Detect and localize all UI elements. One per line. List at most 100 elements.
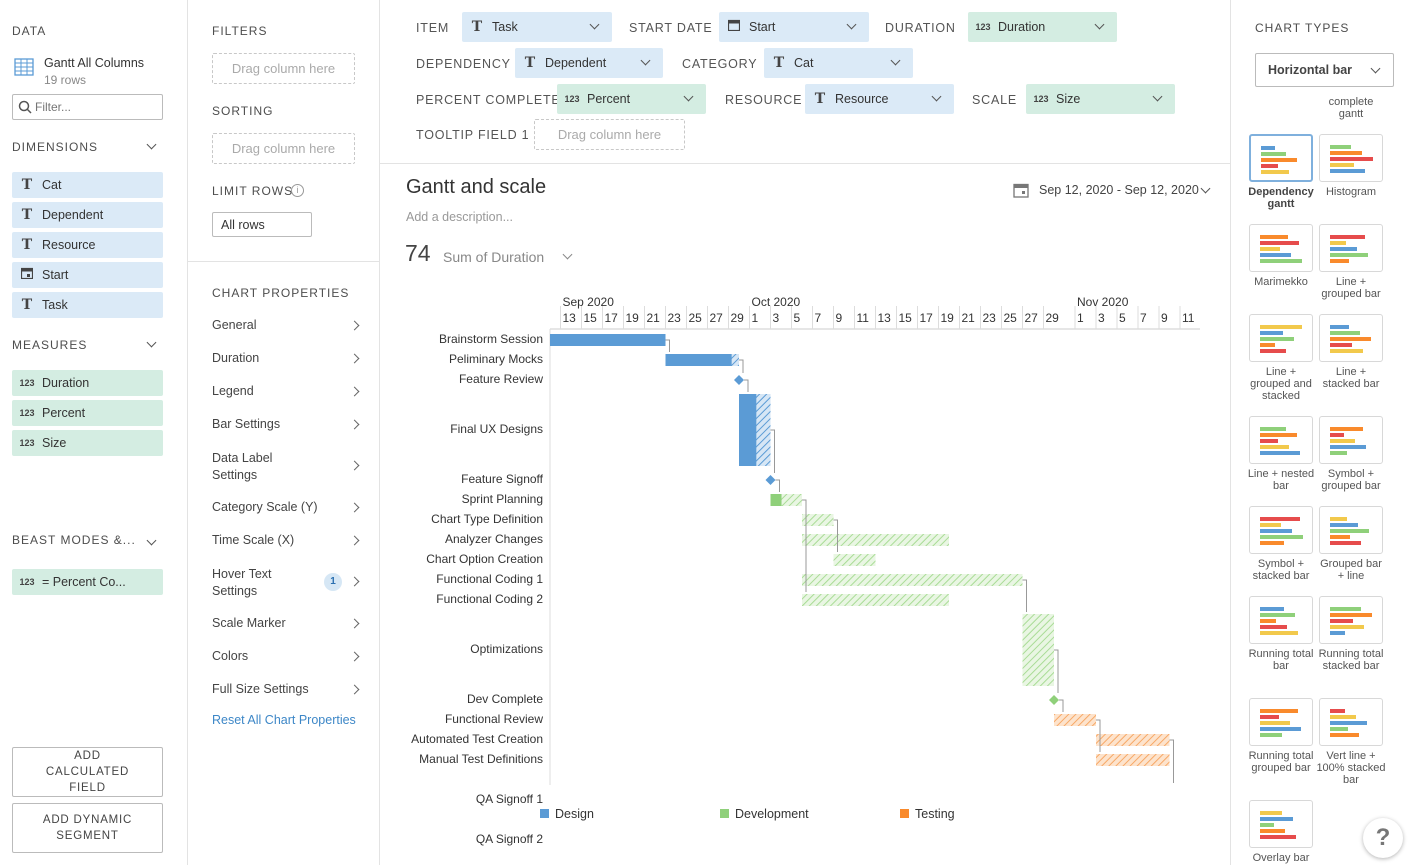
dependency-line xyxy=(1054,649,1059,693)
chevron-right-icon xyxy=(349,684,360,695)
chart-type-label: complete gantt xyxy=(1328,96,1374,120)
dependency-field[interactable]: T Dependent xyxy=(515,48,663,78)
card-title[interactable]: Gantt and scale xyxy=(406,176,547,198)
chart-type-option[interactable]: Dependency gantt xyxy=(1246,134,1316,210)
measure-size[interactable]: 123 Size xyxy=(12,430,163,456)
filter-box[interactable] xyxy=(12,94,163,120)
category-label: Chart Option Creation xyxy=(426,552,543,566)
filters-dropzone[interactable]: Drag column here xyxy=(212,53,355,84)
percent-complete-field[interactable]: 123 Percent xyxy=(557,84,706,114)
text-type-icon: T xyxy=(21,207,33,223)
resource-field[interactable]: T Resource xyxy=(805,84,954,114)
filter-input[interactable] xyxy=(35,98,159,116)
item-field[interactable]: T Task xyxy=(462,12,612,42)
thumbnail-bar xyxy=(1330,259,1349,263)
date-range-chevron-icon[interactable] xyxy=(1200,183,1211,194)
chart-type-select[interactable]: Horizontal bar xyxy=(1255,53,1394,87)
prop-scale-marker[interactable]: Scale Marker xyxy=(212,616,362,630)
prop-legend[interactable]: Legend xyxy=(212,384,362,398)
thumbnail-bar xyxy=(1330,523,1358,527)
chart-type-option[interactable]: Histogram xyxy=(1316,134,1386,198)
prop-colors[interactable]: Colors xyxy=(212,649,362,663)
calendar-icon[interactable] xyxy=(1013,182,1029,198)
duration-field[interactable]: 123 Duration xyxy=(968,12,1117,42)
chart-type-option[interactable]: Line + nested bar xyxy=(1246,416,1316,492)
summary-label[interactable]: Sum of Duration xyxy=(443,249,545,265)
measure-percent[interactable]: 123 Percent xyxy=(12,400,163,426)
prop-hover-text-settings[interactable]: Hover Text Settings 1 xyxy=(212,566,362,600)
date-range[interactable]: Sep 12, 2020 - Sep 12, 2020 xyxy=(1039,183,1199,197)
chart-type-option[interactable]: Symbol + stacked bar xyxy=(1246,506,1316,582)
chart-type-option[interactable]: Vert line + 100% stacked bar xyxy=(1316,698,1386,786)
chart-type-option[interactable]: Line + stacked bar xyxy=(1316,314,1386,390)
tick-label: 7 xyxy=(1140,311,1147,325)
legend-label: Development xyxy=(735,807,809,821)
tooltip-dropzone[interactable]: Drag column here xyxy=(534,119,685,150)
dataset-name[interactable]: Gantt All Columns xyxy=(44,56,145,70)
dependency-line xyxy=(1022,579,1027,612)
dimension-dependent[interactable]: T Dependent xyxy=(12,202,163,228)
chart-type-option[interactable]: Running total bar xyxy=(1246,596,1316,672)
category-label: Analyzer Changes xyxy=(444,532,543,546)
chart-type-thumbnail xyxy=(1319,596,1383,644)
help-button[interactable]: ? xyxy=(1363,818,1403,858)
data-panel: DATA Gantt All Columns 19 rows DIMENSION… xyxy=(0,0,188,865)
chart-type-thumbnail xyxy=(1319,506,1383,554)
category-field[interactable]: T Cat xyxy=(764,48,913,78)
chart-type-label: Symbol + grouped bar xyxy=(1321,468,1381,492)
scale-field[interactable]: 123 Size xyxy=(1026,84,1175,114)
legend-item[interactable]: Design xyxy=(540,806,594,821)
milestone-marker xyxy=(1049,695,1059,705)
limit-rows-select[interactable]: All rows xyxy=(212,212,312,237)
measure-duration[interactable]: 123 Duration xyxy=(12,370,163,396)
milestone-marker xyxy=(734,375,744,385)
dimension-start[interactable]: Start xyxy=(12,262,163,288)
thumbnail-bar xyxy=(1330,445,1366,449)
prop-label: Hover Text Settings xyxy=(212,567,272,598)
summary-chevron-icon[interactable] xyxy=(562,249,573,260)
beast-modes-collapse-icon[interactable] xyxy=(146,535,157,546)
chart-type-option[interactable]: Overlay bar xyxy=(1246,800,1316,864)
thumbnail-bar xyxy=(1330,715,1356,719)
add-calculated-field-button[interactable]: ADD CALCULATED FIELD xyxy=(12,747,163,797)
start-date-field[interactable]: Start xyxy=(719,12,869,42)
reset-properties-link[interactable]: Reset All Chart Properties xyxy=(212,713,356,727)
number-type-icon: 123 xyxy=(564,94,580,104)
chart-type-thumbnail xyxy=(1319,314,1383,362)
chart-type-option[interactable]: Line + grouped bar xyxy=(1316,224,1386,300)
card-description[interactable]: Add a description... xyxy=(406,210,514,224)
prop-category-scale[interactable]: Category Scale (Y) xyxy=(212,500,362,514)
prop-duration[interactable]: Duration xyxy=(212,351,362,365)
prop-time-scale[interactable]: Time Scale (X) xyxy=(212,533,362,547)
sorting-dropzone[interactable]: Drag column here xyxy=(212,133,355,164)
dimension-label: Task xyxy=(42,298,68,312)
start-date-value: Start xyxy=(749,20,776,34)
prop-data-label-settings[interactable]: Data Label Settings xyxy=(212,450,362,484)
dimension-cat[interactable]: T Cat xyxy=(12,172,163,198)
prop-label: Time Scale (X) xyxy=(212,533,295,547)
beast-mode-percent-complete[interactable]: 123 = Percent Co... xyxy=(12,569,163,595)
text-type-icon: T xyxy=(773,55,785,71)
info-icon[interactable]: i xyxy=(291,184,304,197)
chart-type-option[interactable]: Marimekko xyxy=(1246,224,1316,288)
thumbnail-bar xyxy=(1260,715,1279,719)
prop-bar-settings[interactable]: Bar Settings xyxy=(212,417,362,431)
dimension-resource[interactable]: T Resource xyxy=(12,232,163,258)
chart-type-option[interactable]: Running total grouped bar xyxy=(1246,698,1316,774)
prop-general[interactable]: General xyxy=(212,318,362,332)
chart-type-option[interactable]: Grouped bar + line xyxy=(1316,506,1386,582)
dimensions-collapse-icon[interactable] xyxy=(146,139,157,150)
add-dynamic-segment-button[interactable]: ADD DYNAMIC SEGMENT xyxy=(12,803,163,853)
legend-item[interactable]: Testing xyxy=(900,806,955,821)
chart-type-label: Grouped bar + line xyxy=(1320,558,1382,582)
prop-full-size-settings[interactable]: Full Size Settings xyxy=(212,682,362,696)
chart-type-option[interactable]: Symbol + grouped bar xyxy=(1316,416,1386,492)
thumbnail-bar xyxy=(1260,631,1298,635)
chart-type-option[interactable]: Running total stacked bar xyxy=(1316,596,1386,672)
legend-item[interactable]: Development xyxy=(720,806,809,821)
measures-collapse-icon[interactable] xyxy=(146,337,157,348)
dimension-task[interactable]: T Task xyxy=(12,292,163,318)
chart-type-option[interactable]: Line + grouped and stacked xyxy=(1246,314,1316,402)
dependency-line xyxy=(1096,719,1101,732)
chart-type-complete-gantt-label[interactable]: complete gantt xyxy=(1316,96,1386,120)
